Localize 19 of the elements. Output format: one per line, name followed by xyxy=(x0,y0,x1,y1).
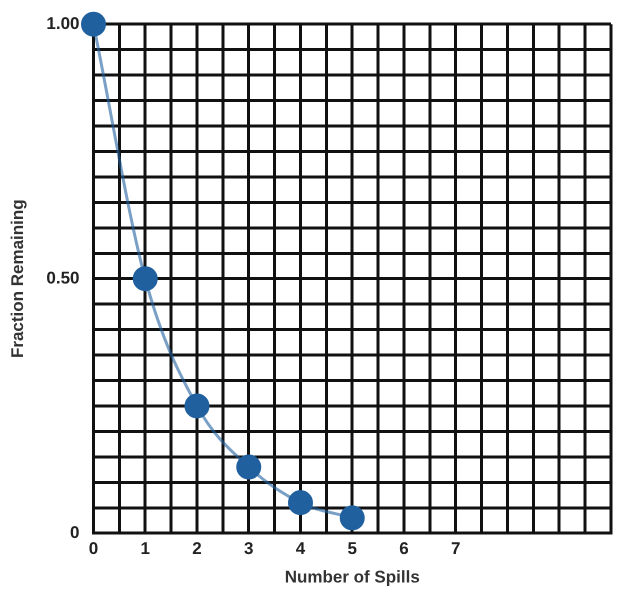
y-axis-title: Fraction Remaining xyxy=(8,199,27,358)
x-tick-label: 7 xyxy=(451,539,460,558)
y-tick-label: 0 xyxy=(70,522,80,542)
point xyxy=(184,393,210,418)
x-tick-label: 0 xyxy=(88,539,98,558)
x-tick-label: 5 xyxy=(348,539,357,558)
point xyxy=(340,505,365,530)
point xyxy=(236,454,262,480)
x-tick-label: 6 xyxy=(399,539,409,558)
x-tick-label: 3 xyxy=(244,539,254,558)
x-tick-label: 4 xyxy=(296,539,306,558)
point xyxy=(132,266,158,292)
y-tick-label: 0.50 xyxy=(46,268,80,288)
point xyxy=(80,12,106,37)
x-axis-title: Number of Spills xyxy=(284,567,420,586)
y-tick-label: 1.00 xyxy=(46,14,80,33)
x-tick-label: 1 xyxy=(140,539,150,558)
point xyxy=(288,490,313,516)
x-tick-label: 2 xyxy=(192,539,202,558)
